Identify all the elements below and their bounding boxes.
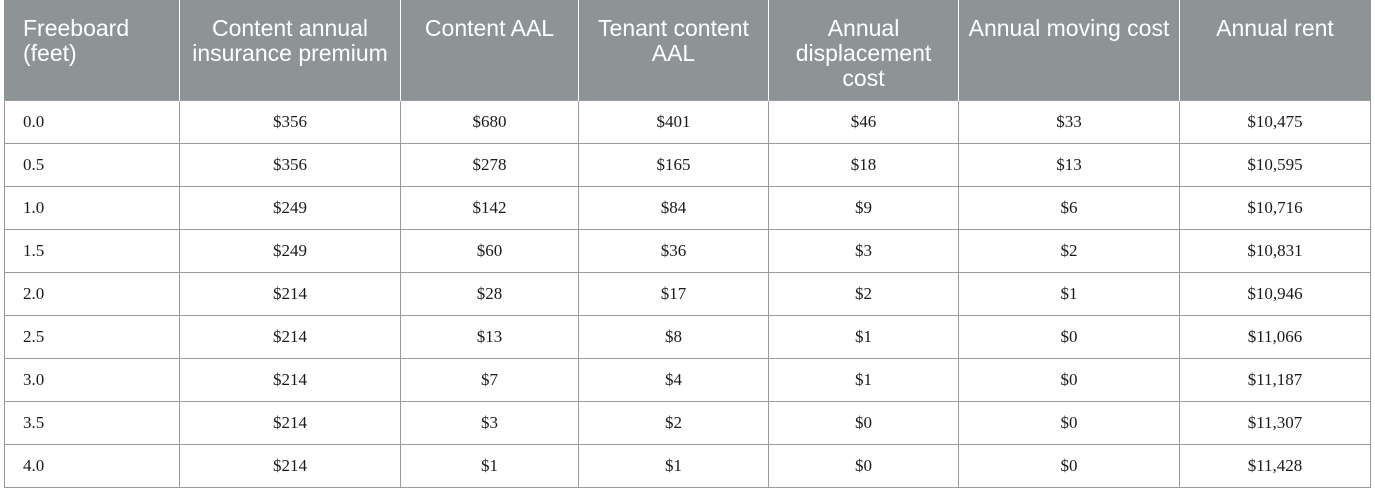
header-annual-rent: Annual rent: [1179, 0, 1371, 100]
cell-freeboard: 2.5: [4, 314, 180, 359]
table-row: 4.0 $214 $1 $1 $0 $0 $11,428: [4, 443, 1371, 488]
cell-premium: $214: [179, 271, 401, 316]
table-body: 0.0 $356 $680 $401 $46 $33 $10,475 0.5 $…: [4, 99, 1371, 488]
cell-tenant-content-aal: $4: [578, 357, 769, 402]
cell-freeboard: 2.0: [4, 271, 180, 316]
cell-moving-cost: $13: [958, 142, 1180, 187]
cell-moving-cost: $0: [958, 443, 1180, 488]
cell-content-aal: $28: [400, 271, 579, 316]
cell-annual-rent: $11,428: [1179, 443, 1371, 488]
cell-freeboard: 3.0: [4, 357, 180, 402]
table-row: 3.5 $214 $3 $2 $0 $0 $11,307: [4, 400, 1371, 445]
table-row: 2.5 $214 $13 $8 $1 $0 $11,066: [4, 314, 1371, 359]
cell-content-aal: $7: [400, 357, 579, 402]
cell-content-aal: $13: [400, 314, 579, 359]
header-annual-displacement-cost: Annual displacement cost: [768, 0, 959, 100]
table-row: 0.0 $356 $680 $401 $46 $33 $10,475: [4, 99, 1371, 144]
header-row: Freeboard (feet) Content annual insuranc…: [4, 0, 1371, 100]
cell-displacement-cost: $18: [768, 142, 959, 187]
cell-moving-cost: $2: [958, 228, 1180, 273]
cell-premium: $356: [179, 99, 401, 144]
header-annual-moving-cost: Annual moving cost: [958, 0, 1180, 100]
cell-displacement-cost: $1: [768, 357, 959, 402]
cell-annual-rent: $10,595: [1179, 142, 1371, 187]
cell-freeboard: 4.0: [4, 443, 180, 488]
cell-freeboard: 0.5: [4, 142, 180, 187]
cell-annual-rent: $10,716: [1179, 185, 1371, 230]
cell-content-aal: $1: [400, 443, 579, 488]
cell-tenant-content-aal: $84: [578, 185, 769, 230]
cell-moving-cost: $33: [958, 99, 1180, 144]
table-row: 0.5 $356 $278 $165 $18 $13 $10,595: [4, 142, 1371, 187]
cell-freeboard: 3.5: [4, 400, 180, 445]
cell-premium: $356: [179, 142, 401, 187]
cell-moving-cost: $0: [958, 357, 1180, 402]
cell-premium: $214: [179, 357, 401, 402]
cell-tenant-content-aal: $36: [578, 228, 769, 273]
header-tenant-content-aal: Tenant content AAL: [578, 0, 769, 100]
cell-displacement-cost: $2: [768, 271, 959, 316]
cell-annual-rent: $11,307: [1179, 400, 1371, 445]
cell-annual-rent: $11,066: [1179, 314, 1371, 359]
cell-moving-cost: $1: [958, 271, 1180, 316]
cell-displacement-cost: $9: [768, 185, 959, 230]
cell-displacement-cost: $1: [768, 314, 959, 359]
cell-annual-rent: $10,475: [1179, 99, 1371, 144]
cell-premium: $214: [179, 400, 401, 445]
cell-displacement-cost: $46: [768, 99, 959, 144]
cell-content-aal: $60: [400, 228, 579, 273]
cell-freeboard: 0.0: [4, 99, 180, 144]
cell-content-aal: $278: [400, 142, 579, 187]
cell-content-aal: $142: [400, 185, 579, 230]
table-header: Freeboard (feet) Content annual insuranc…: [4, 0, 1371, 100]
table-row: 3.0 $214 $7 $4 $1 $0 $11,187: [4, 357, 1371, 402]
cell-moving-cost: $0: [958, 314, 1180, 359]
cell-displacement-cost: $0: [768, 443, 959, 488]
header-content-annual-insurance-premium: Content annual insurance premium: [179, 0, 401, 100]
cell-tenant-content-aal: $165: [578, 142, 769, 187]
table-row: 2.0 $214 $28 $17 $2 $1 $10,946: [4, 271, 1371, 316]
cell-premium: $249: [179, 228, 401, 273]
cell-displacement-cost: $3: [768, 228, 959, 273]
cell-annual-rent: $11,187: [1179, 357, 1371, 402]
cell-moving-cost: $0: [958, 400, 1180, 445]
cell-premium: $249: [179, 185, 401, 230]
header-content-aal: Content AAL: [400, 0, 579, 100]
cell-content-aal: $680: [400, 99, 579, 144]
cell-freeboard: 1.5: [4, 228, 180, 273]
table-row: 1.5 $249 $60 $36 $3 $2 $10,831: [4, 228, 1371, 273]
freeboard-cost-table: Freeboard (feet) Content annual insuranc…: [4, 0, 1371, 488]
cell-tenant-content-aal: $2: [578, 400, 769, 445]
header-freeboard: Freeboard (feet): [4, 0, 180, 100]
cell-tenant-content-aal: $8: [578, 314, 769, 359]
cell-premium: $214: [179, 443, 401, 488]
cell-displacement-cost: $0: [768, 400, 959, 445]
cell-content-aal: $3: [400, 400, 579, 445]
cell-annual-rent: $10,831: [1179, 228, 1371, 273]
cell-tenant-content-aal: $1: [578, 443, 769, 488]
cell-moving-cost: $6: [958, 185, 1180, 230]
cell-freeboard: 1.0: [4, 185, 180, 230]
cell-tenant-content-aal: $17: [578, 271, 769, 316]
cell-annual-rent: $10,946: [1179, 271, 1371, 316]
data-table-container: Freeboard (feet) Content annual insuranc…: [4, 0, 1371, 488]
cell-tenant-content-aal: $401: [578, 99, 769, 144]
cell-premium: $214: [179, 314, 401, 359]
table-row: 1.0 $249 $142 $84 $9 $6 $10,716: [4, 185, 1371, 230]
